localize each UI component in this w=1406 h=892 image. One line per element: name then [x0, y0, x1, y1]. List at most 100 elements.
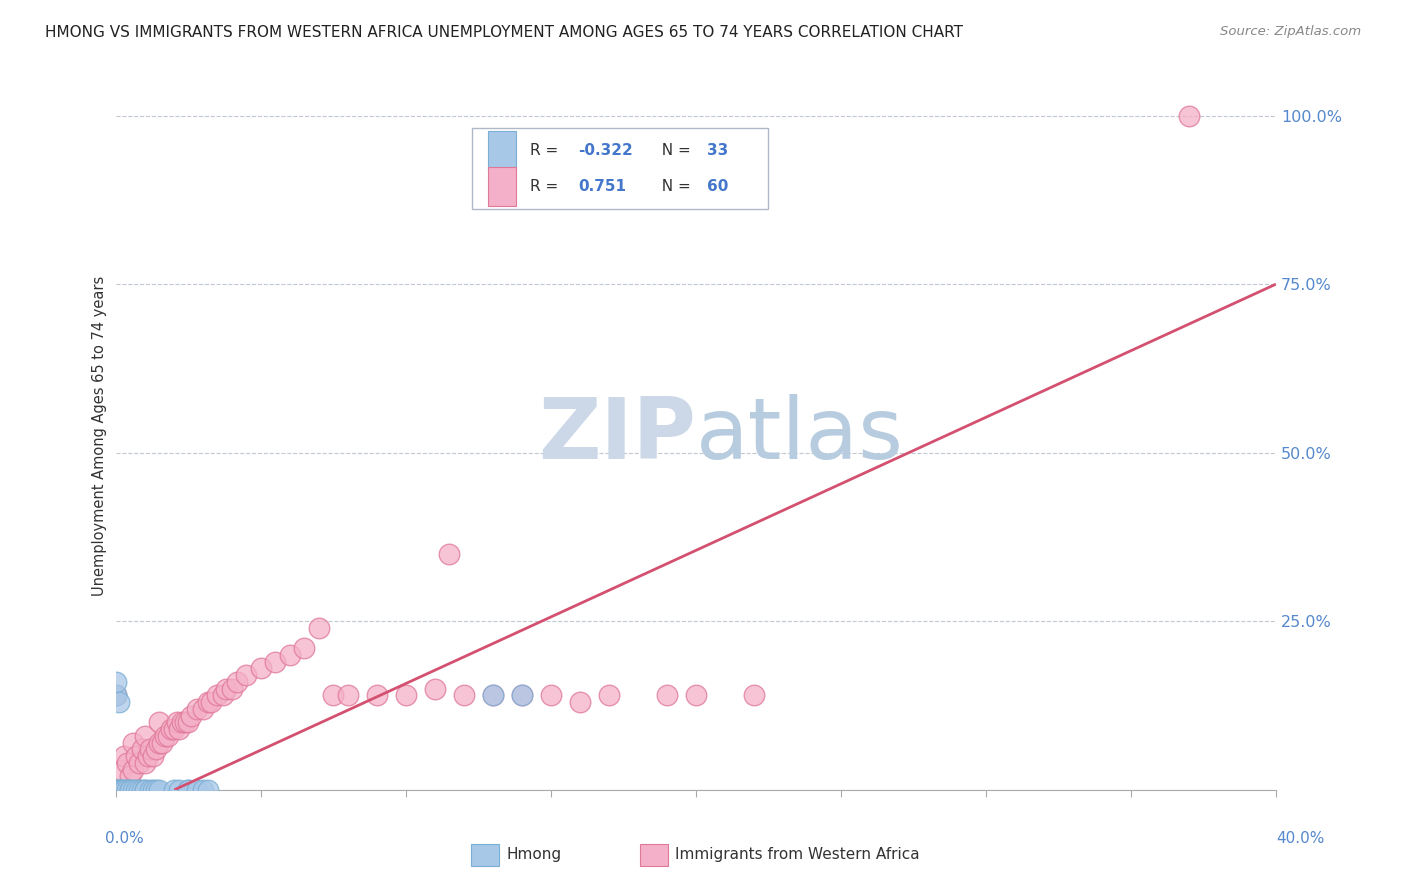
- Point: [122, 735, 145, 749]
- Point: [186, 702, 208, 716]
- Point: [148, 715, 170, 730]
- Point: [145, 782, 167, 797]
- Text: R =: R =: [530, 179, 562, 194]
- Point: [322, 689, 344, 703]
- Text: 0.751: 0.751: [579, 179, 627, 194]
- Point: [148, 735, 170, 749]
- Point: [685, 689, 707, 703]
- Point: [122, 782, 145, 797]
- Point: [117, 756, 139, 770]
- Point: [439, 547, 461, 561]
- Point: [177, 715, 200, 730]
- Point: [197, 695, 219, 709]
- Point: [212, 689, 235, 703]
- Point: [104, 689, 127, 703]
- Point: [191, 782, 214, 797]
- Point: [163, 722, 186, 736]
- Point: [177, 782, 200, 797]
- Point: [122, 763, 145, 777]
- Text: Immigrants from Western Africa: Immigrants from Western Africa: [675, 847, 920, 862]
- Point: [107, 782, 129, 797]
- Text: -0.322: -0.322: [579, 144, 633, 158]
- Text: atlas: atlas: [696, 394, 904, 477]
- Point: [134, 782, 156, 797]
- Point: [568, 695, 591, 709]
- Point: [134, 756, 156, 770]
- Point: [540, 689, 562, 703]
- Point: [110, 782, 132, 797]
- Text: N =: N =: [652, 179, 696, 194]
- Point: [453, 689, 475, 703]
- Point: [180, 708, 202, 723]
- Point: [235, 668, 257, 682]
- Point: [166, 715, 188, 730]
- Text: Hmong: Hmong: [506, 847, 561, 862]
- Y-axis label: Unemployment Among Ages 65 to 74 years: Unemployment Among Ages 65 to 74 years: [93, 276, 107, 596]
- Point: [120, 769, 142, 783]
- Point: [1178, 109, 1201, 123]
- Point: [510, 689, 533, 703]
- Point: [510, 689, 533, 703]
- Point: [655, 689, 678, 703]
- Point: [120, 782, 142, 797]
- Point: [125, 749, 148, 764]
- Point: [226, 674, 249, 689]
- Text: 60: 60: [707, 179, 728, 194]
- Text: N =: N =: [652, 144, 696, 158]
- Point: [264, 655, 287, 669]
- Point: [112, 782, 135, 797]
- Point: [117, 782, 139, 797]
- Text: R =: R =: [530, 144, 562, 158]
- Point: [481, 689, 503, 703]
- Point: [423, 681, 446, 696]
- Point: [120, 782, 142, 797]
- Point: [153, 729, 176, 743]
- Bar: [488, 131, 516, 170]
- Point: [128, 782, 150, 797]
- Point: [112, 749, 135, 764]
- Point: [110, 782, 132, 797]
- Point: [215, 681, 238, 696]
- Point: [139, 742, 162, 756]
- Point: [110, 763, 132, 777]
- Point: [292, 641, 315, 656]
- Text: HMONG VS IMMIGRANTS FROM WESTERN AFRICA UNEMPLOYMENT AMONG AGES 65 TO 74 YEARS C: HMONG VS IMMIGRANTS FROM WESTERN AFRICA …: [45, 25, 963, 40]
- Point: [107, 782, 129, 797]
- Point: [481, 689, 503, 703]
- Point: [395, 689, 418, 703]
- Point: [112, 782, 135, 797]
- Point: [139, 782, 162, 797]
- Point: [172, 715, 194, 730]
- Point: [134, 729, 156, 743]
- Point: [278, 648, 301, 662]
- Point: [308, 621, 330, 635]
- Point: [163, 782, 186, 797]
- Point: [134, 782, 156, 797]
- Point: [107, 782, 129, 797]
- Point: [221, 681, 243, 696]
- Point: [156, 729, 179, 743]
- Point: [191, 702, 214, 716]
- Point: [125, 782, 148, 797]
- Point: [169, 782, 191, 797]
- Point: [336, 689, 359, 703]
- Point: [159, 722, 181, 736]
- Point: [200, 695, 222, 709]
- Text: 40.0%: 40.0%: [1277, 831, 1324, 846]
- Bar: [472, 128, 768, 210]
- Point: [169, 722, 191, 736]
- Point: [142, 782, 165, 797]
- Point: [107, 695, 129, 709]
- Point: [131, 742, 153, 756]
- Point: [598, 689, 620, 703]
- Point: [186, 782, 208, 797]
- Bar: [488, 167, 516, 206]
- Point: [128, 756, 150, 770]
- Point: [150, 735, 173, 749]
- Point: [104, 782, 127, 797]
- Point: [145, 742, 167, 756]
- Point: [104, 689, 127, 703]
- Point: [205, 689, 228, 703]
- Text: 33: 33: [707, 144, 728, 158]
- Point: [174, 715, 197, 730]
